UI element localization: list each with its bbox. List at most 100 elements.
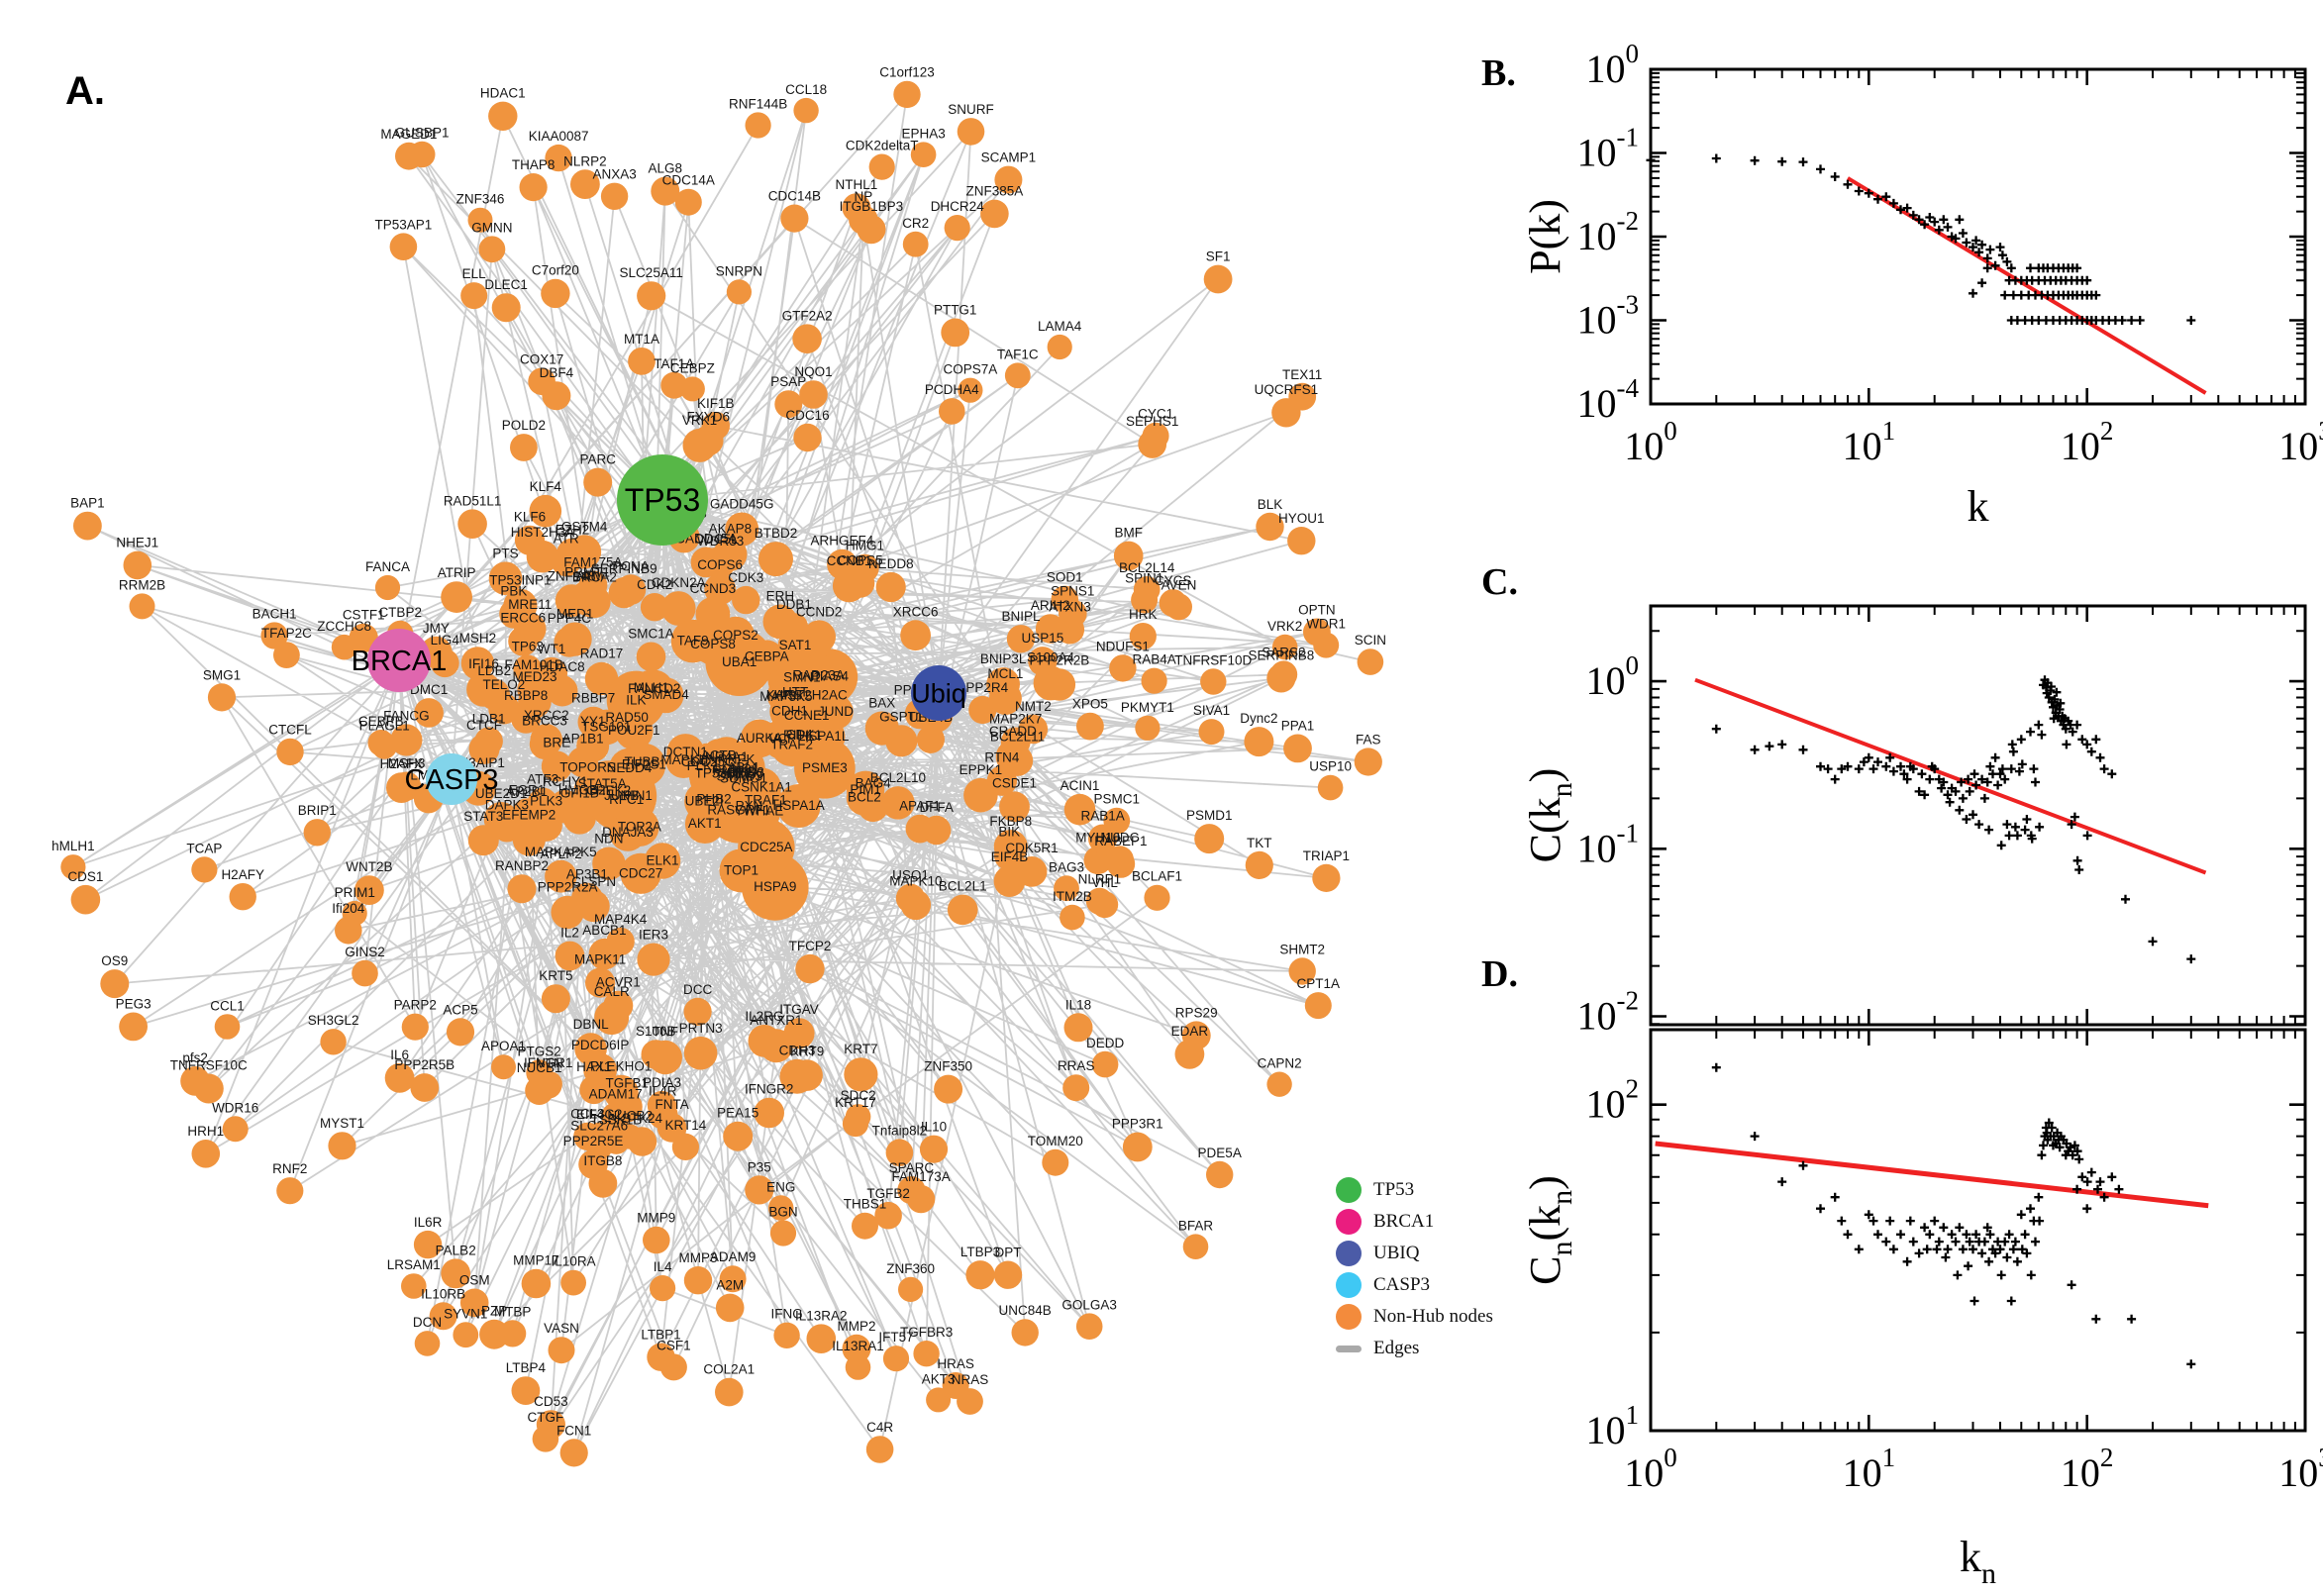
network-node-label: TFCP2 (789, 939, 832, 953)
network-node-label: MMP3 (678, 1250, 717, 1265)
network-node (670, 619, 715, 663)
network-node (897, 1176, 926, 1205)
network-node-label: BCL2L14 (1119, 560, 1175, 575)
network-node-label: ALG8 (649, 161, 683, 176)
network-node-label: TEX11 (1282, 367, 1322, 382)
network-node (1244, 727, 1274, 757)
network-node-label: RNF144B (729, 96, 787, 111)
network-node (1075, 1313, 1103, 1340)
network-node (441, 581, 472, 613)
network-node-label: MT1A (624, 332, 659, 347)
network-node-label: MRE11 (508, 597, 552, 612)
y-axis-label: C(kn) (1521, 768, 1578, 863)
network-node-label: HRK (1129, 607, 1158, 622)
network-node (352, 959, 378, 987)
network-node-label: CTCF (466, 718, 502, 733)
network-node-label: SPARC (889, 1160, 935, 1175)
network-panel: MAGED1 CDC14A DHCR24 NLRP2 TP53AP1 EPHA3 SCAMP… (51, 65, 1386, 1467)
network-node (577, 890, 610, 923)
network-node (622, 743, 666, 787)
network-node (1287, 527, 1316, 555)
network-node-label: NTHL1 (836, 177, 878, 192)
network-node (1271, 634, 1298, 660)
network-node-label: ARHGEF4 (811, 534, 874, 549)
network-node (723, 1121, 754, 1151)
network-node-label: ITM2B (1053, 889, 1092, 904)
plot-d: 102101100101102103Cn(kn)kn (1521, 1028, 2323, 1590)
network-node-label: APOA1 (481, 1039, 526, 1053)
tick-label: 10-2 (1577, 986, 1640, 1039)
network-node-label: POLD2 (502, 418, 546, 433)
network-node (793, 423, 822, 452)
network-node (488, 693, 520, 725)
network-node-label: MLH1 (634, 680, 669, 695)
network-node-label: CHEK2 (586, 783, 631, 798)
network-node-label: SARS2 (1262, 645, 1305, 659)
network-node (715, 1293, 745, 1323)
network-node (1135, 715, 1161, 741)
network-node (993, 840, 1025, 871)
network-node (684, 781, 725, 822)
network-node-label: HYOU1 (1278, 511, 1325, 526)
network-node (1076, 712, 1104, 741)
network-node-label: CTBP2 (378, 605, 422, 620)
network-node (70, 884, 101, 915)
network-node-label: ANXA3 (592, 167, 636, 182)
network-node-label: PLAGL1 (359, 718, 410, 733)
network-node (910, 142, 937, 167)
network-node-label: ACP5 (443, 1002, 477, 1017)
network-node-label: USP10 (1309, 759, 1352, 774)
network-node-label: PPP4C (548, 611, 592, 626)
network-node-label: ITGAV (779, 1002, 819, 1017)
network-node (466, 672, 501, 707)
network-node-label: COX17 (520, 351, 563, 366)
network-node-label: SDC2 (841, 1088, 876, 1103)
network-node-label: IL18 (1065, 997, 1091, 1012)
network-node (603, 990, 634, 1021)
network-node-label: EIF4B (991, 849, 1029, 864)
network-node-label: VTN (537, 1055, 563, 1070)
network-node (865, 1436, 894, 1463)
network-node-label: NLRP2 (563, 153, 607, 168)
tick-label: 10-1 (1577, 123, 1640, 175)
network-node-label: IL10RA (552, 1254, 596, 1269)
network-node-label: WNT2B (346, 859, 392, 874)
network-node (774, 390, 803, 419)
network-node-label: CCL3 (570, 1107, 605, 1122)
network-node (384, 1062, 415, 1093)
network-node (745, 112, 771, 139)
network-node (554, 626, 585, 657)
network-node-label: ACIN1 (1060, 778, 1100, 793)
network-node-label: ZCCHC8 (317, 619, 371, 634)
network-node-label: ATF3 (527, 772, 558, 787)
network-node (560, 1269, 586, 1296)
network-node (467, 207, 493, 233)
network-node-label: PARK2 (712, 763, 755, 778)
network-node-label: PLK3 (530, 793, 562, 808)
network-node-label: MYH10 (1075, 831, 1120, 846)
legend-label: Non-Hub nodes (1373, 1306, 1493, 1327)
network-node-label: HRAS (937, 1356, 974, 1371)
network-node-label: KLF6 (514, 510, 546, 525)
network-node (592, 847, 626, 880)
network-node (637, 943, 670, 976)
network-node-label: IL6R (414, 1215, 443, 1230)
network-node (601, 1102, 631, 1132)
network-node (499, 1320, 527, 1347)
network-node-label: ADAM17 (589, 1087, 643, 1102)
network-node (460, 282, 488, 310)
network-node (1062, 1074, 1090, 1102)
network-node-label: BNIPL (1001, 609, 1041, 624)
network-node (942, 1372, 969, 1399)
network-node (441, 1258, 471, 1289)
network-node-label: AKAP8 (709, 522, 753, 537)
network-node-label: ZNF360 (886, 1261, 935, 1276)
network-node-label: ERH (766, 589, 795, 604)
network-node-label: RANBP2 (495, 858, 549, 873)
y-axis-label: P(k) (1521, 199, 1569, 274)
network-node (706, 549, 736, 579)
network-node-label: SLC27A6 (570, 1118, 628, 1133)
network-node-label: TRAF2 (770, 738, 813, 752)
network-node (858, 791, 888, 823)
network-node (1194, 824, 1225, 854)
